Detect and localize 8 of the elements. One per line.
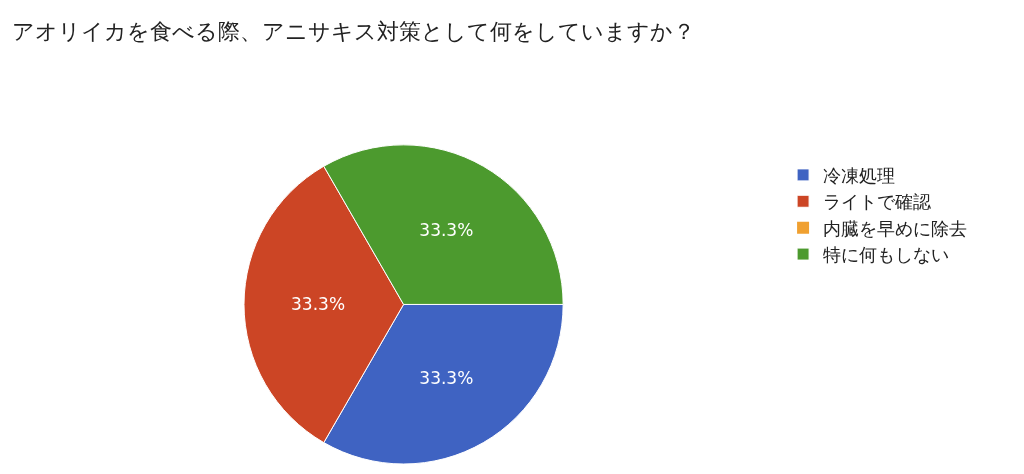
legend-label: 冷凍処理: [823, 164, 896, 186]
legend-label: 特に何もしない: [823, 244, 950, 266]
data-label: 33.3%: [419, 368, 474, 389]
data-label: 33.3%: [291, 294, 346, 315]
legend-label: 内臓を早めに除去: [823, 217, 968, 239]
legend-label: ライトで確認: [823, 191, 932, 213]
chart-title: アオリイカを食べる際、アニサキス対策として何をしていますか？: [12, 19, 696, 45]
data-label: 33.3%: [419, 220, 474, 241]
